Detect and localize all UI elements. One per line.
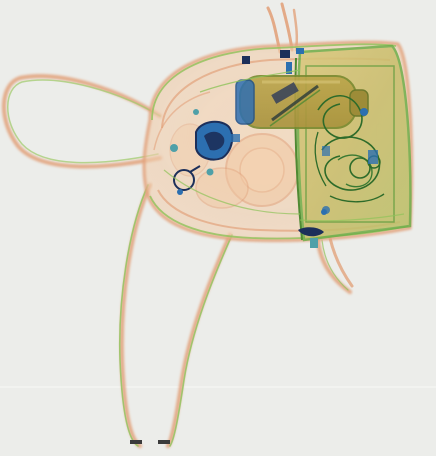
cable-bundle	[314, 95, 385, 214]
left-strap-loop	[2, 74, 162, 169]
bottle	[235, 75, 369, 129]
diagonal-strap	[269, 84, 321, 127]
electronic-device	[195, 120, 240, 161]
zipper-tracks	[163, 69, 405, 222]
key-ring	[173, 165, 201, 195]
right-strap-tails	[316, 236, 354, 294]
zipper-pulls	[170, 48, 327, 248]
bottom-hanging-strap	[118, 183, 233, 448]
